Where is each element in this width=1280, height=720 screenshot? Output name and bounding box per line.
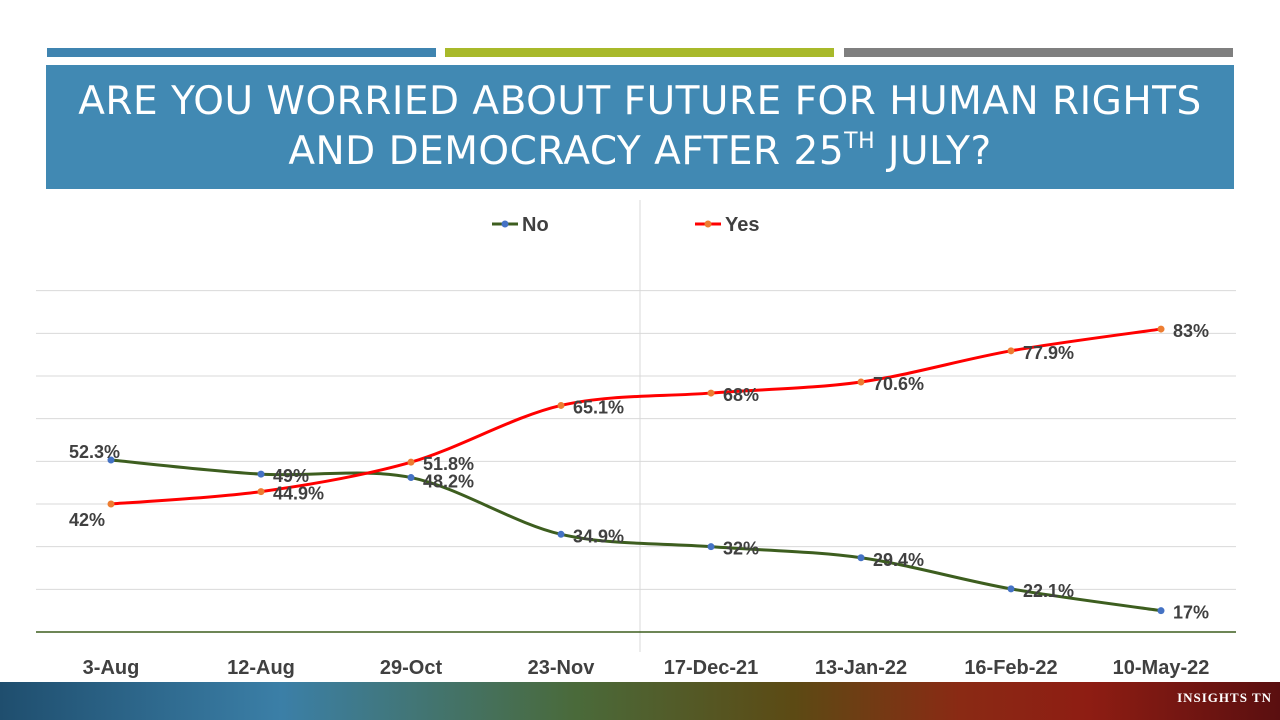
data-label-no: 48.2% — [423, 472, 474, 492]
x-tick-label: 16-Feb-22 — [964, 657, 1057, 679]
title-main: ARE YOU WORRIED ABOUT FUTURE FOR HUMAN R… — [78, 79, 1202, 174]
footer-brand: INSIGHTS TN — [1177, 690, 1272, 705]
x-tick-label: 3-Aug — [83, 657, 140, 679]
series-line-yes — [110, 327, 1162, 506]
data-point-yes — [257, 488, 265, 496]
legend-marker-no — [501, 220, 509, 228]
legend-marker-yes — [704, 220, 712, 228]
data-point-yes — [557, 401, 565, 409]
data-point-no — [1157, 607, 1165, 615]
data-point-yes — [857, 378, 865, 386]
x-tick-label: 29-Oct — [380, 657, 443, 679]
data-point-yes — [707, 389, 715, 397]
data-label-no: 29.4% — [873, 550, 924, 570]
legend-label-no: No — [522, 214, 549, 236]
slide-title: ARE YOU WORRIED ABOUT FUTURE FOR HUMAN R… — [46, 77, 1234, 177]
data-label-yes: 68% — [723, 385, 759, 405]
data-label-yes: 83% — [1173, 321, 1209, 341]
data-label-no: 22.1% — [1023, 581, 1074, 601]
data-point-no — [407, 474, 415, 482]
data-label-yes: 51.8% — [423, 454, 474, 474]
data-point-no — [857, 554, 865, 562]
data-point-yes — [1157, 325, 1165, 333]
accent-bar-green — [445, 48, 834, 57]
data-label-yes: 44.9% — [273, 484, 324, 504]
footer-bar: INSIGHTS TN — [0, 682, 1280, 720]
data-label-no: 49% — [273, 466, 309, 486]
x-tick-label: 23-Nov — [528, 657, 596, 679]
data-label-no: 32% — [723, 539, 759, 559]
accent-bar-gray — [844, 48, 1233, 57]
data-point-yes — [107, 500, 115, 508]
data-point-no — [557, 530, 565, 538]
title-banner: ARE YOU WORRIED ABOUT FUTURE FOR HUMAN R… — [46, 65, 1234, 189]
data-label-yes: 77.9% — [1023, 343, 1074, 363]
x-tick-label: 13-Jan-22 — [815, 657, 907, 679]
data-label-yes: 65.1% — [573, 397, 624, 417]
data-point-no — [707, 543, 715, 551]
data-label-no: 52.3% — [69, 442, 120, 462]
data-point-no — [1007, 585, 1015, 593]
line-chart: 3-Aug 12-Aug 29-Oct 23-Nov 17-Dec-21 13-Jan-2… — [36, 200, 1236, 679]
x-tick-label: 10-May-22 — [1113, 657, 1210, 679]
data-point-no — [257, 470, 265, 478]
series-line-no — [110, 458, 1162, 613]
data-label-no: 34.9% — [573, 526, 624, 546]
accent-bar-blue — [47, 48, 436, 57]
x-tick-label: 12-Aug — [227, 657, 295, 679]
data-label-no: 17% — [1173, 603, 1209, 623]
data-label-yes: 70.6% — [873, 374, 924, 394]
title-superscript: TH — [844, 129, 876, 154]
data-point-yes — [1007, 347, 1015, 355]
title-end: JULY? — [875, 129, 992, 174]
data-point-no — [107, 456, 115, 464]
x-tick-label: 17-Dec-21 — [664, 657, 759, 679]
data-label-yes: 42% — [69, 510, 105, 530]
legend-label-yes: Yes — [725, 214, 759, 236]
data-point-yes — [407, 458, 415, 466]
